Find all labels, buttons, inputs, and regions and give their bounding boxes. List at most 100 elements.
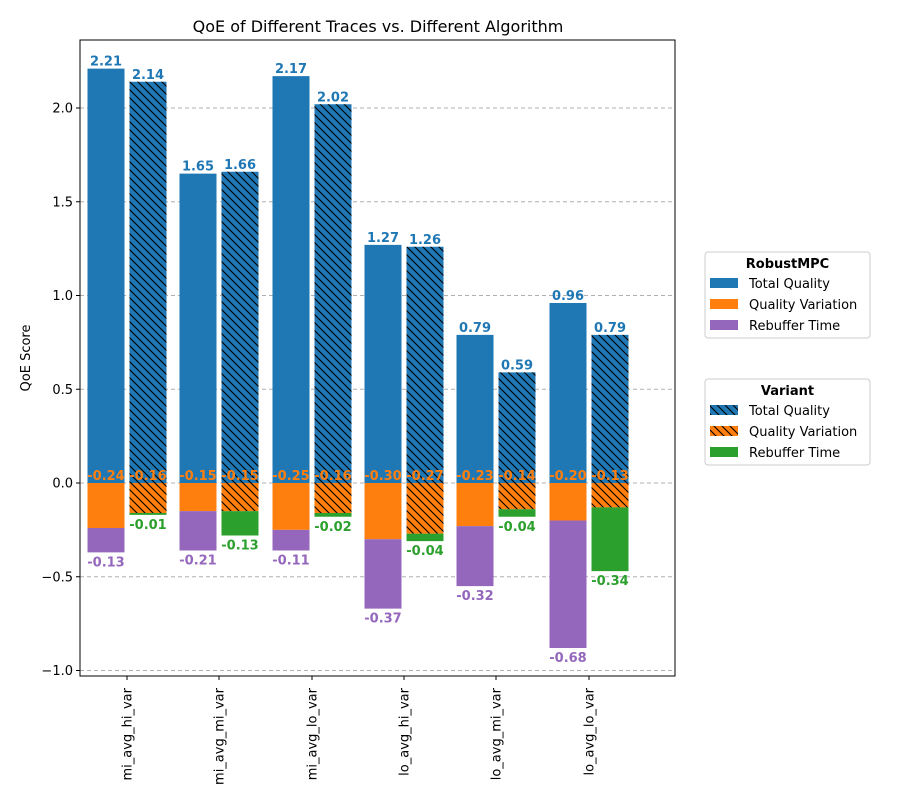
rebuffer-time-label: -0.11 <box>272 554 309 569</box>
quality-variation-bar <box>364 483 402 540</box>
rebuffer-time-label: -0.68 <box>549 651 586 666</box>
rebuffer-time-label: -0.37 <box>364 612 401 627</box>
y-tick-label: −1.0 <box>41 664 73 679</box>
total-quality-bar <box>87 68 125 483</box>
total-quality-bar <box>272 76 310 483</box>
quality-variation-hatch <box>498 483 536 510</box>
x-tick-label: mi_avg_mi_var <box>213 687 228 785</box>
total-quality-bar <box>549 303 587 483</box>
quality-variation-label: -0.23 <box>456 469 493 484</box>
rebuffer-time-bar <box>221 511 259 536</box>
quality-variation-bar <box>272 483 310 530</box>
y-tick-label: 2.0 <box>52 102 73 117</box>
total-quality-label: 1.27 <box>367 231 399 246</box>
total-quality-label: 0.96 <box>552 289 584 304</box>
quality-variation-bar <box>549 483 587 521</box>
rebuffer-time-bar <box>549 520 587 648</box>
quality-variation-label: -0.15 <box>179 469 216 484</box>
total-quality-label: 1.65 <box>182 160 214 175</box>
quality-variation-label: -0.14 <box>498 469 535 484</box>
legend-swatch <box>710 278 738 288</box>
quality-variation-label: -0.30 <box>364 469 401 484</box>
legend-robustmpc: RobustMPC Total Quality Quality Variation R… <box>704 251 871 339</box>
rebuffer-time-label: -0.02 <box>314 520 351 535</box>
total-quality-label: 0.59 <box>501 358 533 373</box>
rebuffer-time-bar <box>364 539 402 609</box>
rebuffer-time-label: -0.13 <box>87 555 124 570</box>
total-quality-label: 2.21 <box>90 55 122 70</box>
quality-variation-bar <box>456 483 494 527</box>
rebuffer-time-label: -0.01 <box>129 518 166 533</box>
bars <box>87 68 629 648</box>
rebuffer-time-bar <box>591 507 629 572</box>
legend-swatch-hatch <box>710 426 738 436</box>
quality-variation-bar <box>179 483 217 512</box>
quality-variation-label: -0.25 <box>272 469 309 484</box>
x-tick-label: mi_avg_lo_var <box>306 687 321 780</box>
total-quality-bar <box>456 334 494 483</box>
quality-variation-hatch <box>406 483 444 534</box>
y-tick-label: 0.5 <box>52 383 73 398</box>
rebuffer-time-label: -0.32 <box>456 589 493 604</box>
total-quality-label: 2.14 <box>132 68 164 83</box>
legend-entry-label: Rebuffer Time <box>749 319 840 334</box>
legend-box <box>704 378 871 466</box>
quality-variation-bar <box>87 483 125 528</box>
quality-variation-label: -0.20 <box>549 469 586 484</box>
legend-swatch <box>710 299 738 309</box>
rebuffer-time-bar <box>456 526 494 587</box>
total-quality-label: 0.79 <box>459 321 491 336</box>
legend-title: Variant <box>761 384 814 399</box>
quality-variation-hatch <box>221 483 259 512</box>
legend-title: RobustMPC <box>746 257 829 272</box>
total-quality-label: 0.79 <box>594 321 626 336</box>
rebuffer-time-bar <box>498 509 536 517</box>
total-quality-label: 1.26 <box>409 233 441 248</box>
legend-entry-label: Rebuffer Time <box>749 446 840 461</box>
rebuffer-time-bar <box>129 513 167 515</box>
legend-entry-label: Total Quality <box>748 277 830 292</box>
legend-variant: Variant Total Quality Quality Variation Reb… <box>704 378 871 466</box>
legends: RobustMPC Total Quality Quality Variation R… <box>704 251 871 466</box>
rebuffer-time-label: -0.21 <box>179 554 216 569</box>
x-axis-ticks: mi_avg_hi_var mi_avg_mi_var mi_avg_lo_var l… <box>121 676 598 785</box>
rebuffer-time-bar <box>406 533 444 542</box>
total-quality-hatch <box>498 372 536 483</box>
chart-title: QoE of Different Traces vs. Different Al… <box>193 17 564 36</box>
rebuffer-time-bar <box>314 513 352 517</box>
legend-entry-label: Quality Variation <box>749 298 857 313</box>
rebuffer-time-label: -0.04 <box>498 520 535 535</box>
y-axis-label: QoE Score <box>19 325 34 392</box>
quality-variation-label: -0.24 <box>87 469 124 484</box>
total-quality-label: 2.02 <box>317 90 349 105</box>
total-quality-hatch <box>406 246 444 483</box>
legend-swatch <box>710 447 738 457</box>
y-tick-label: 1.0 <box>52 289 73 304</box>
rebuffer-time-label: -0.13 <box>221 539 258 554</box>
legend-swatch-hatch <box>710 405 738 415</box>
quality-variation-label: -0.27 <box>406 469 443 484</box>
quality-variation-hatch <box>591 483 629 508</box>
total-quality-hatch <box>221 171 259 483</box>
total-quality-bar <box>179 173 217 483</box>
quality-variation-label: -0.15 <box>221 469 258 484</box>
quality-variation-label: -0.16 <box>314 469 351 484</box>
x-tick-label: lo_avg_lo_var <box>583 687 598 775</box>
rebuffer-time-bar <box>87 528 125 553</box>
x-tick-label: mi_avg_hi_var <box>121 687 136 780</box>
total-quality-bar <box>364 244 402 483</box>
x-tick-label: lo_avg_mi_var <box>490 687 505 780</box>
legend-box <box>704 251 871 339</box>
x-tick-label: lo_avg_hi_var <box>398 687 413 775</box>
legend-entry-label: Quality Variation <box>749 425 857 440</box>
rebuffer-time-bar <box>272 529 310 551</box>
quality-variation-hatch <box>129 483 167 513</box>
rebuffer-time-label: -0.04 <box>406 544 443 559</box>
y-axis-ticks: −1.0 −0.5 0.0 0.5 1.0 1.5 2.0 <box>41 102 80 679</box>
quality-variation-label: -0.13 <box>591 469 628 484</box>
total-quality-hatch <box>591 334 629 483</box>
total-quality-hatch <box>314 104 352 483</box>
plot-frame <box>79 39 676 677</box>
quality-variation-hatch <box>314 483 352 513</box>
